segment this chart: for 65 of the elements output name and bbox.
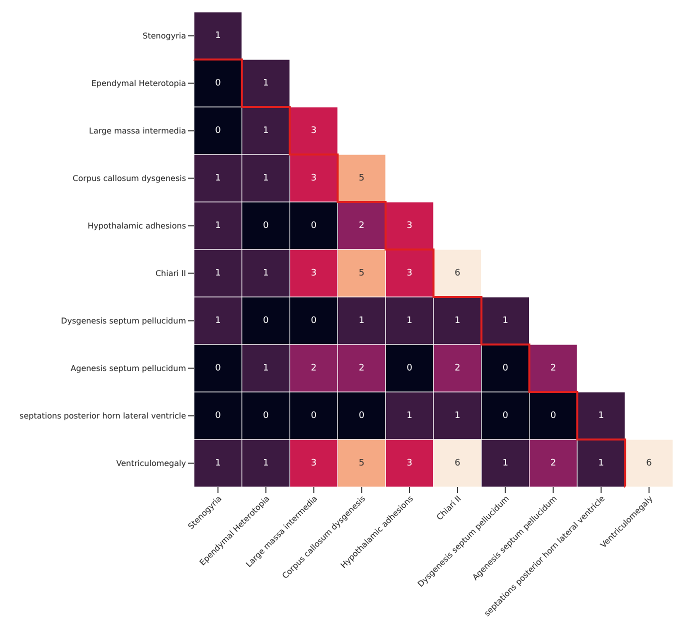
data-label: 0: [262, 316, 269, 326]
data-label: 3: [406, 220, 412, 231]
data-label: 3: [310, 173, 317, 184]
y-tick-label: Stenogyria: [142, 32, 186, 41]
data-label: 0: [310, 410, 317, 421]
data-label: 0: [262, 220, 269, 231]
data-label: 1: [502, 458, 508, 468]
data-label: 1: [215, 268, 221, 278]
data-label: 3: [310, 458, 317, 468]
data-label: 2: [310, 363, 317, 374]
data-label: 1: [406, 316, 412, 326]
y-tick-label: Agenesis septum pellucidum: [70, 364, 186, 374]
data-label: 0: [262, 410, 269, 421]
y-tick-label: Chiari II: [155, 269, 186, 278]
y-tick-label: Ependymal Heterotopia: [91, 79, 186, 88]
data-label: 1: [262, 173, 269, 184]
data-label: 1: [502, 316, 508, 326]
data-label: 0: [406, 363, 413, 374]
data-label: 0: [215, 410, 222, 421]
data-label: 5: [358, 458, 365, 468]
data-label: 5: [358, 268, 365, 278]
data-label: 1: [215, 316, 221, 326]
data-label: 6: [646, 458, 652, 468]
data-label: 1: [406, 410, 412, 421]
data-label: 1: [454, 410, 460, 421]
data-label: 1: [598, 458, 604, 468]
y-tick-label: septations posterior horn lateral ventricle: [20, 412, 186, 421]
data-label: 1: [262, 78, 269, 88]
data-label: 0: [502, 363, 508, 374]
data-label: 0: [358, 410, 365, 421]
data-label: 0: [310, 316, 317, 326]
data-label: 1: [262, 126, 269, 136]
data-label: 3: [406, 268, 412, 278]
data-label: 1: [598, 410, 604, 421]
data-label: 1: [262, 363, 269, 374]
data-label: 1: [215, 173, 221, 184]
data-label: 1: [215, 220, 221, 231]
data-label: 0: [310, 220, 317, 231]
data-label: 1: [215, 458, 221, 468]
data-label: 1: [454, 316, 460, 326]
data-label: 3: [310, 126, 317, 136]
data-label: 2: [454, 363, 460, 374]
y-tick-label: Ventriculomegaly: [116, 459, 186, 468]
data-label: 6: [454, 458, 461, 468]
y-tick-label: Dysgenesis septum pellucidum: [61, 316, 186, 326]
data-label: 2: [358, 220, 365, 231]
data-label: 2: [550, 363, 556, 374]
data-label: 2: [358, 363, 365, 374]
data-label: 2: [550, 458, 556, 468]
data-label: 0: [215, 363, 222, 374]
data-label: 1: [262, 268, 269, 278]
y-tick-label: Corpus callosum dysgenesis: [72, 174, 186, 184]
data-label: 3: [406, 458, 412, 468]
data-label: 0: [215, 126, 222, 136]
data-label: 6: [454, 268, 461, 278]
y-tick-label: Hypothalamic adhesions: [88, 222, 186, 231]
data-label: 1: [215, 30, 221, 41]
data-label: 0: [502, 410, 508, 421]
data-label: 1: [262, 458, 269, 468]
data-label: 1: [358, 316, 365, 326]
y-tick-label: Large massa intermedia: [89, 126, 186, 136]
data-label: 0: [550, 410, 556, 421]
data-label: 0: [215, 78, 222, 88]
data-label: 3: [310, 268, 317, 278]
data-label: 5: [358, 173, 365, 184]
